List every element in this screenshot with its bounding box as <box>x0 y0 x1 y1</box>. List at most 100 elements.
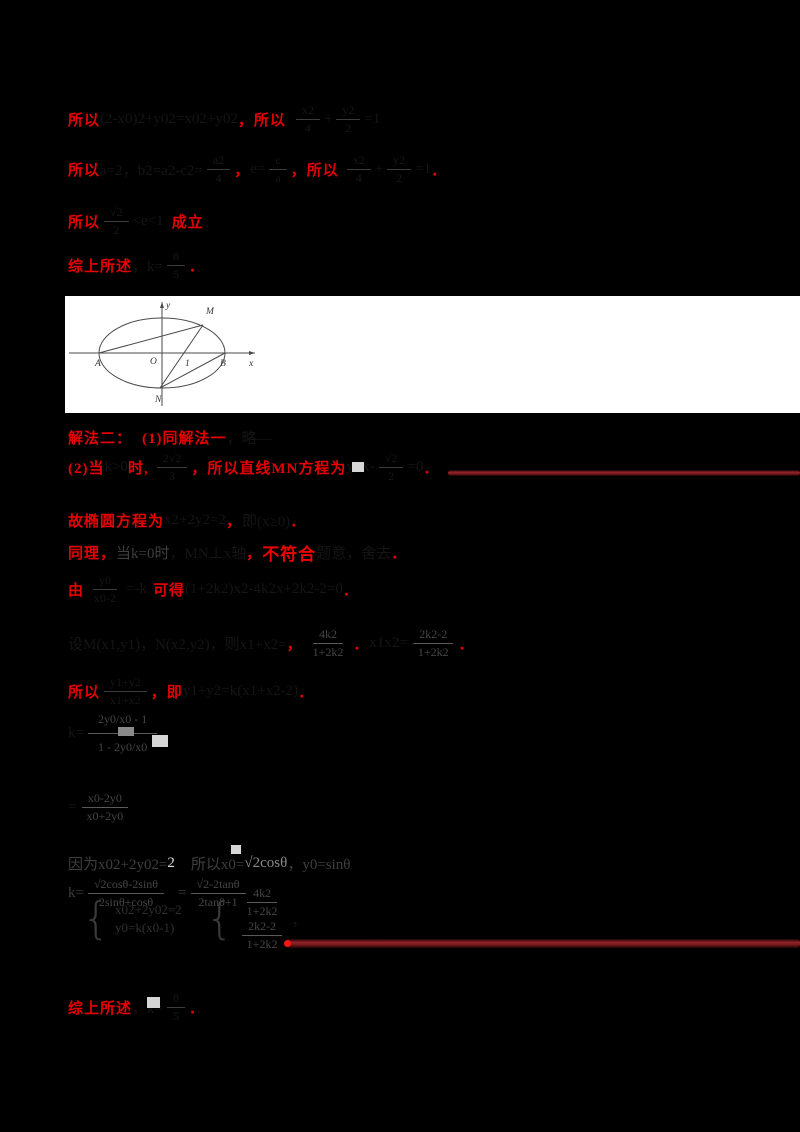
highlight-text: ， <box>191 460 208 477</box>
fraction-denominator: 2tanθ+1 <box>198 894 238 909</box>
fraction-denominator: x0-2 <box>94 590 117 605</box>
faint-text: ，k= <box>132 258 163 275</box>
highlight-text: 解法二： <box>68 430 133 447</box>
fraction-denominator: 4 <box>304 120 311 135</box>
highlight-text-strong: 不符合 <box>262 544 317 564</box>
ellipse-figure-svg: A B M N O 1 x y <box>65 296 800 413</box>
fraction-denominator: 2 <box>396 170 403 185</box>
system-rows: 4k2 1+2k2 2k2-2 1+2k2 <box>237 886 288 952</box>
highlight-text: ． <box>391 545 408 562</box>
dim-text: 所以x0= <box>190 856 245 873</box>
fraction-numerator: x2 <box>295 103 320 120</box>
highlight-text: (1)同解法一 <box>142 430 227 447</box>
highlight-text: ， <box>290 162 307 179</box>
faint-text: ， <box>291 912 307 929</box>
fraction-numerator: 8 <box>166 249 185 266</box>
solution-line-6: (2)当k>0时,2√23，所以直线MN方程为y=x-√22=0． <box>68 450 439 484</box>
scan-artifact-patch <box>147 997 160 1008</box>
label-1: 1 <box>185 359 190 369</box>
chord-NB <box>159 352 226 389</box>
fraction: y0 x0-2 <box>88 573 122 606</box>
fraction-denominator: x0+2y0 <box>86 808 124 823</box>
fraction: x2 4 <box>346 153 371 186</box>
equation-system: {x02+2y02=2 y0=k(x0-1) <box>82 893 184 945</box>
highlight-text: ， <box>237 112 254 129</box>
highlight-text: ． <box>290 513 307 530</box>
scan-artifact-patch <box>231 845 241 854</box>
fraction: 2√2 3 <box>156 451 188 484</box>
dim-text: 因为x02+2y02= <box>68 856 168 873</box>
highlight-text: ， <box>225 513 242 530</box>
fraction-denominator: 1+2k2 <box>246 937 278 951</box>
figure-background <box>65 296 800 413</box>
fraction: y1+y2 x1+x2 <box>104 675 147 708</box>
faint-text: x1x2= <box>369 634 408 651</box>
brace-icon: { <box>82 893 110 945</box>
fraction: √2-2tanθ 2tanθ+1 <box>190 877 246 910</box>
faint-text: e= <box>250 160 266 177</box>
highlight-text: 所以 <box>68 684 101 701</box>
fraction-denominator: 1+2k2 <box>246 904 278 918</box>
solution-line-15: {x02+2y02=2 y0=k(x0-1){4k2 1+2k2 2k2-2 1+2k2… <box>78 886 307 951</box>
fraction: y2 2 <box>336 103 361 136</box>
red-underline-rule <box>448 470 800 476</box>
fraction-denominator: 4 <box>215 170 222 185</box>
brace-icon: { <box>205 893 234 945</box>
highlight-text: 可得 <box>152 582 185 599</box>
faint-text: a=2，b2=a2-c2= <box>100 162 203 179</box>
highlight-text: 同理 <box>68 545 101 562</box>
highlight-text: 综上所述 <box>68 258 133 275</box>
highlight-text: 由 <box>68 582 85 599</box>
highlight-text: ． <box>342 582 359 599</box>
faint-text: =1 <box>364 110 381 127</box>
highlight-text: ． <box>423 460 440 477</box>
scan-artifact-patch <box>118 727 134 736</box>
faint-text: ，略— <box>226 430 272 447</box>
dim-text: = <box>178 884 187 901</box>
label-x: x <box>248 359 254 369</box>
fraction-numerator: y0 <box>93 573 118 590</box>
highlight-text: 故椭圆方程为 <box>68 513 165 530</box>
highlight-text: ． <box>188 258 205 275</box>
highlight-text: (2)当 <box>68 460 105 477</box>
red-underline-rule <box>287 939 800 948</box>
fraction: 2k2-2 1+2k2 <box>412 627 455 660</box>
highlight-text: ， <box>246 545 263 562</box>
faint-text: x2+2y2=2 <box>164 511 226 528</box>
fraction-numerator: √2 <box>378 451 404 468</box>
fraction-denominator: 5 <box>172 266 179 281</box>
highlight-text: 所以 <box>68 112 101 129</box>
fraction-denominator: 2 <box>345 120 352 135</box>
fraction: x2 4 <box>295 103 320 136</box>
dim-text: k= <box>68 884 84 901</box>
scan-artifact-patch <box>352 462 364 472</box>
solution-line-3: 所以 √2 2 <e<1 成立． <box>68 204 219 238</box>
label-A: A <box>94 359 101 369</box>
chord-AM <box>98 324 204 354</box>
highlight-text: ， <box>286 636 303 653</box>
highlight-text: 所以 <box>253 112 286 129</box>
fraction: a2 4 <box>206 153 231 186</box>
chord-NM <box>159 324 204 389</box>
highlight-text: ，即 <box>150 684 183 701</box>
fraction-numerator: 4k2 <box>312 627 343 644</box>
label-y: y <box>165 301 171 311</box>
system-equation: y0=k(x0-1) <box>115 920 175 935</box>
fraction-numerator: 2k2-2 <box>413 627 454 644</box>
faint-text: k= <box>68 724 84 741</box>
fraction-denominator: 2 <box>388 468 395 483</box>
highlight-text: 综上所述 <box>68 1000 133 1017</box>
fraction: 4k2 1+2k2 <box>307 627 350 660</box>
solution-line-7: 故椭圆方程为 x2+2y2=2，即(x≥0) ． <box>68 503 306 537</box>
fraction: √2cosθ-2sinθ 2sinθ+cosθ <box>87 877 165 910</box>
scan-artifact-patch <box>152 735 168 747</box>
fraction: y2 2 <box>387 153 412 186</box>
label-M: M <box>205 307 215 317</box>
rule-end-dot-icon <box>284 940 291 947</box>
solution-line-1: 所以 (2-x0)2+y02=x02+y02，所以 x2 4 + y2 2 =1 <box>68 102 380 136</box>
faint-text: =1 <box>415 160 432 177</box>
faint-text: 题意，舍去 <box>316 545 392 562</box>
